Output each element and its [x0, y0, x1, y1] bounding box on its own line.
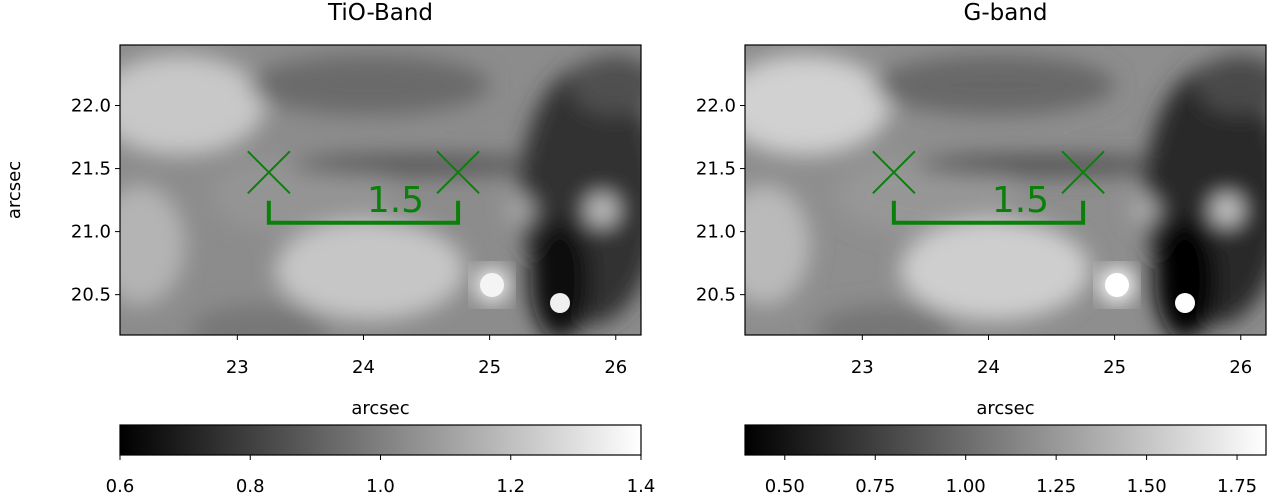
y-tick-label: 20.5: [71, 285, 111, 306]
marker: [247, 150, 291, 195]
colorbar-tick-label: 0.50: [765, 476, 805, 497]
colorbar-tick-label: 1.4: [627, 476, 656, 497]
y-tick-label: 22.0: [696, 96, 736, 117]
marker: [872, 150, 916, 195]
bracket: [266, 200, 461, 225]
bracket-label: 1.5: [992, 180, 1049, 221]
x-tick-label: 24: [352, 357, 375, 378]
y-tick-label: 21.5: [696, 159, 736, 180]
x-tick-label: 24: [977, 357, 1000, 378]
x-tick-label: 25: [1103, 357, 1126, 378]
panel-title: TiO-Band: [327, 0, 433, 26]
colorbar-tick-label: 0.75: [855, 476, 895, 497]
x-tick-label: 23: [226, 357, 249, 378]
axes-frame: [744, 44, 1267, 336]
y-tick-label: 21.5: [71, 159, 111, 180]
colorbar-tick-label: 0.6: [106, 476, 135, 497]
panel-title: G-band: [964, 0, 1048, 26]
colorbar-tick-label: 1.0: [366, 476, 395, 497]
x-tick-label: 25: [478, 357, 501, 378]
axes-frame: [119, 44, 642, 336]
y-tick-label: 21.0: [696, 222, 736, 243]
colorbar-tick-label: 0.8: [236, 476, 265, 497]
bracket: [891, 200, 1086, 225]
x-tick-label: 23: [851, 357, 874, 378]
colorbar-tick-label: 1.50: [1127, 476, 1167, 497]
colorbar-tick-label: 1.25: [1036, 476, 1076, 497]
x-tick-label: 26: [604, 357, 627, 378]
colorbar-tick-label: 1.00: [946, 476, 986, 497]
colorbar: [744, 424, 1267, 456]
colorbar-tick-label: 1.75: [1217, 476, 1257, 497]
colorbar: [119, 424, 642, 456]
x-axis-label: arcsec: [351, 398, 409, 419]
y-tick-label: 22.0: [71, 96, 111, 117]
marker: [436, 150, 480, 195]
colorbar-tick-label: 1.2: [496, 476, 525, 497]
y-tick-label: 20.5: [696, 285, 736, 306]
marker: [1061, 150, 1105, 195]
x-tick-label: 26: [1229, 357, 1252, 378]
y-axis-label: arcsec: [4, 161, 25, 219]
y-tick-label: 21.0: [71, 222, 111, 243]
bracket-label: 1.5: [367, 180, 424, 221]
x-axis-label: arcsec: [976, 398, 1034, 419]
